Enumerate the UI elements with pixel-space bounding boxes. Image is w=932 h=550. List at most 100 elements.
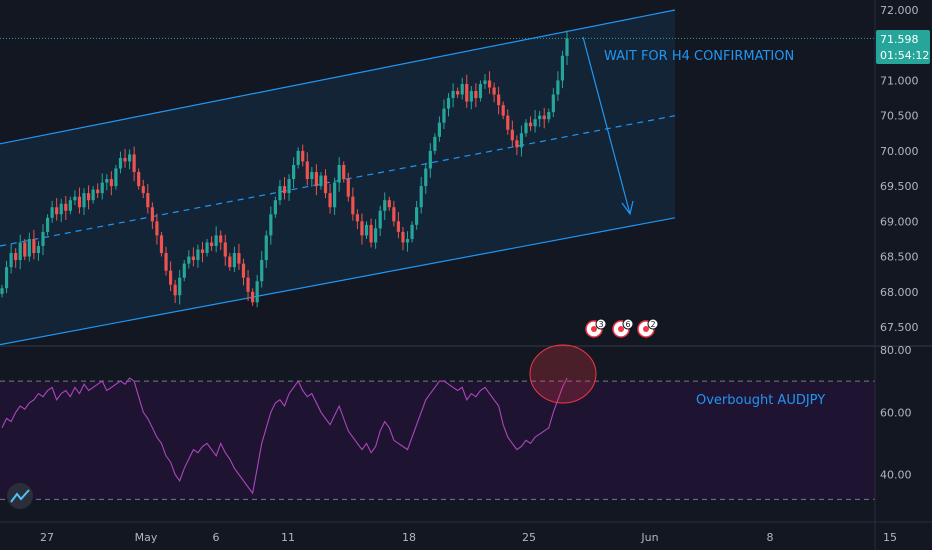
candle[interactable] — [301, 144, 305, 167]
candle[interactable] — [114, 164, 118, 190]
candle[interactable] — [255, 274, 259, 308]
candle[interactable] — [483, 74, 487, 89]
candle[interactable] — [451, 83, 455, 108]
candle[interactable] — [296, 147, 300, 169]
candle[interactable] — [442, 99, 446, 130]
candle[interactable] — [437, 116, 442, 142]
candle[interactable] — [45, 214, 50, 236]
candle[interactable] — [187, 250, 191, 269]
candle[interactable] — [41, 224, 45, 256]
candle[interactable] — [36, 241, 41, 261]
candle[interactable] — [0, 284, 4, 298]
candle[interactable] — [346, 172, 350, 202]
channel-lower-line[interactable] — [0, 217, 676, 346]
candle[interactable] — [141, 179, 145, 199]
candle[interactable] — [214, 226, 218, 253]
candle[interactable] — [241, 258, 246, 286]
candle[interactable] — [219, 230, 223, 251]
candle[interactable] — [333, 177, 337, 215]
overbought-annotation[interactable]: Overbought AUDJPY — [696, 393, 825, 408]
candle[interactable] — [146, 183, 150, 214]
candle[interactable] — [278, 179, 282, 206]
candle[interactable] — [305, 152, 309, 186]
candle[interactable] — [168, 261, 173, 292]
candle[interactable] — [228, 253, 232, 271]
candle[interactable] — [446, 93, 451, 117]
candle[interactable] — [364, 221, 369, 239]
candle[interactable] — [178, 269, 182, 305]
candle[interactable] — [524, 119, 528, 137]
candle[interactable] — [59, 198, 63, 223]
candle[interactable] — [460, 77, 464, 100]
event-marker-icon[interactable]: 2 — [637, 318, 659, 338]
candle[interactable] — [492, 82, 496, 103]
candle[interactable] — [246, 269, 250, 301]
candle[interactable] — [314, 164, 318, 196]
candle[interactable] — [191, 247, 195, 267]
channel[interactable] — [0, 9, 676, 346]
candle[interactable] — [510, 120, 514, 147]
candle[interactable] — [533, 110, 537, 133]
candle[interactable] — [387, 196, 391, 211]
candle[interactable] — [415, 200, 419, 230]
candle[interactable] — [374, 219, 378, 249]
candle[interactable] — [547, 108, 551, 123]
candle[interactable] — [159, 231, 164, 257]
candle[interactable] — [424, 163, 428, 194]
candle[interactable] — [77, 187, 82, 214]
candle[interactable] — [515, 135, 519, 156]
candle[interactable] — [328, 183, 332, 214]
candles[interactable] — [0, 30, 569, 308]
candle[interactable] — [164, 246, 168, 276]
candle[interactable] — [251, 288, 255, 306]
event-marker-icon[interactable]: 6 — [612, 318, 634, 338]
candle[interactable] — [68, 196, 72, 215]
candle[interactable] — [86, 185, 91, 210]
candle[interactable] — [396, 212, 401, 239]
candle[interactable] — [91, 186, 95, 204]
candle[interactable] — [287, 174, 291, 201]
candle[interactable] — [9, 243, 13, 274]
candle[interactable] — [378, 205, 382, 237]
candle[interactable] — [542, 107, 546, 129]
candle[interactable] — [260, 250, 264, 288]
candle[interactable] — [360, 213, 364, 245]
overbought-highlight[interactable] — [529, 344, 597, 404]
candle[interactable] — [565, 30, 569, 65]
candle[interactable] — [127, 149, 132, 170]
candle[interactable] — [401, 226, 405, 251]
candle[interactable] — [64, 195, 68, 220]
candle[interactable] — [433, 133, 437, 155]
candle[interactable] — [506, 109, 510, 135]
candle[interactable] — [50, 200, 54, 223]
candle[interactable] — [96, 183, 100, 199]
candle[interactable] — [23, 238, 27, 261]
price-axis[interactable]: 72.000 71.000 70.500 70.000 69.500 69.000 68.5… — [874, 0, 919, 550]
candle[interactable] — [519, 125, 524, 157]
candle[interactable] — [383, 192, 387, 220]
candle[interactable] — [182, 260, 186, 282]
candle[interactable] — [14, 248, 18, 268]
candle[interactable] — [150, 202, 154, 230]
candle[interactable] — [456, 87, 460, 99]
candle[interactable] — [173, 279, 177, 304]
candle[interactable] — [123, 148, 127, 168]
candle[interactable] — [232, 246, 236, 273]
candle[interactable] — [469, 86, 473, 110]
candle[interactable] — [310, 167, 314, 187]
candle[interactable] — [323, 169, 328, 199]
candle[interactable] — [237, 243, 241, 270]
candle[interactable] — [196, 244, 200, 268]
candle[interactable] — [560, 50, 565, 89]
candle[interactable] — [538, 110, 542, 127]
candle[interactable] — [292, 157, 296, 189]
candle[interactable] — [487, 71, 492, 94]
candle[interactable] — [497, 86, 501, 115]
candle[interactable] — [551, 88, 555, 118]
candle[interactable] — [273, 196, 277, 218]
candle[interactable] — [264, 230, 268, 268]
candle[interactable] — [355, 209, 360, 230]
candle[interactable] — [351, 187, 355, 221]
candle[interactable] — [223, 234, 227, 266]
candle[interactable] — [132, 146, 136, 182]
